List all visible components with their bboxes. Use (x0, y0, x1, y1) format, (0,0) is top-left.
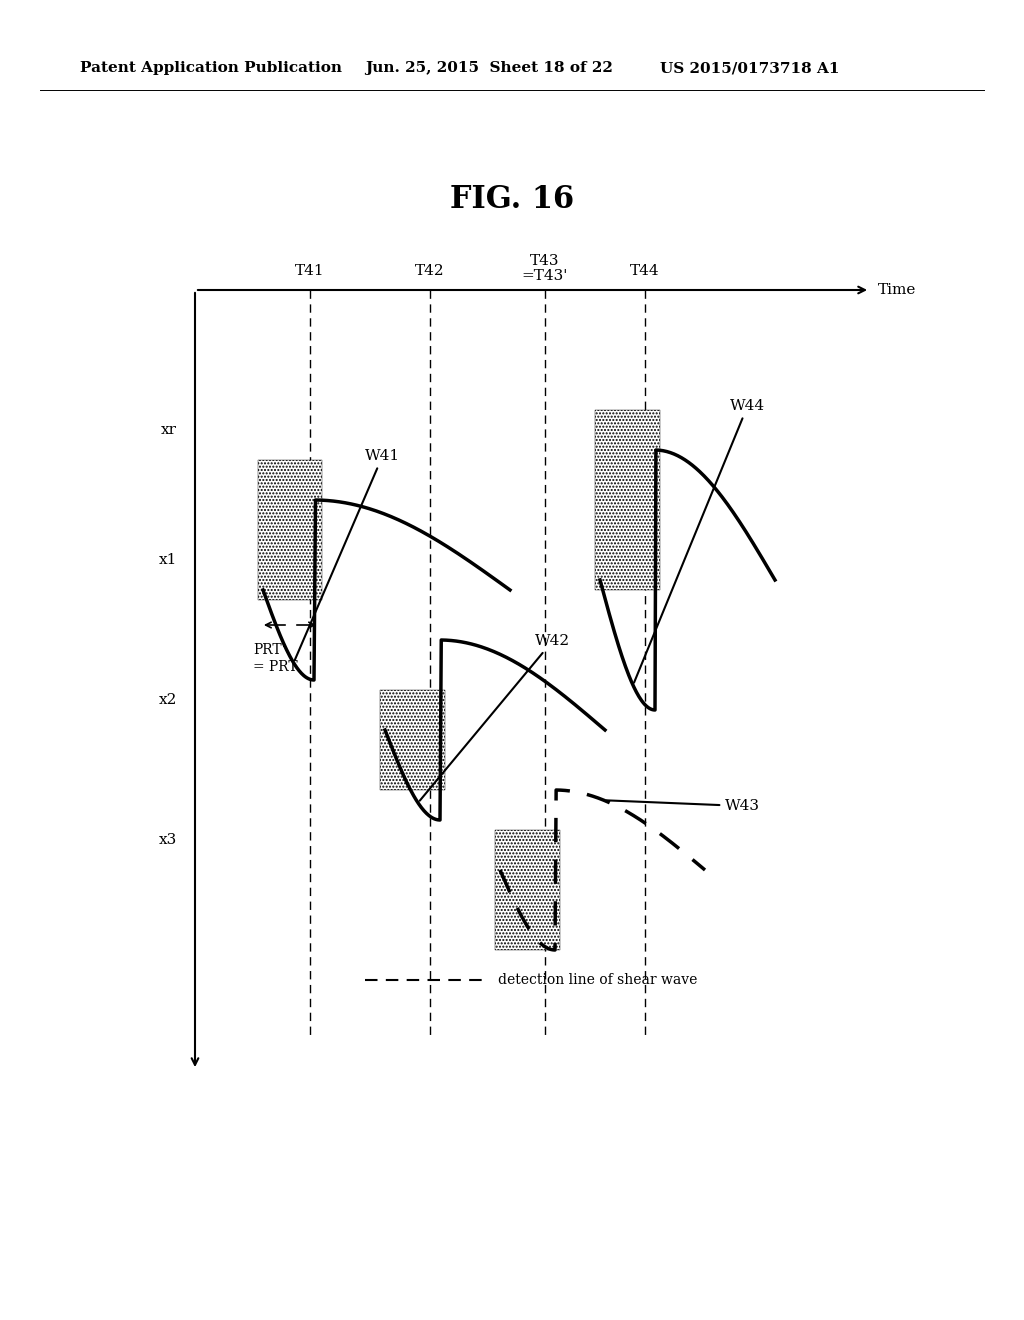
Bar (258, 459, 322, 601)
Text: T41: T41 (295, 264, 325, 279)
Text: FIG. 16: FIG. 16 (450, 185, 574, 215)
Text: x1: x1 (159, 553, 177, 568)
Bar (380, 690, 445, 789)
Text: Patent Application Publication: Patent Application Publication (80, 61, 342, 75)
Text: T44: T44 (630, 264, 659, 279)
Text: US 2015/0173718 A1: US 2015/0173718 A1 (660, 61, 840, 75)
Text: x2: x2 (159, 693, 177, 708)
Text: T42: T42 (415, 264, 444, 279)
Text: = PRT: = PRT (253, 660, 298, 675)
Text: detection line of shear wave: detection line of shear wave (498, 973, 697, 987)
Text: W44: W44 (634, 399, 765, 682)
Bar (495, 830, 560, 950)
Text: W41: W41 (295, 449, 400, 660)
Text: Jun. 25, 2015  Sheet 18 of 22: Jun. 25, 2015 Sheet 18 of 22 (365, 61, 613, 75)
Text: PRT': PRT' (253, 643, 286, 657)
Text: xr: xr (161, 422, 177, 437)
Text: W43: W43 (606, 799, 760, 813)
Bar (595, 411, 660, 590)
Text: =T43': =T43' (522, 269, 568, 282)
Text: Time: Time (878, 282, 916, 297)
Text: x3: x3 (159, 833, 177, 847)
Text: W42: W42 (420, 634, 570, 801)
Text: T43: T43 (530, 253, 560, 268)
